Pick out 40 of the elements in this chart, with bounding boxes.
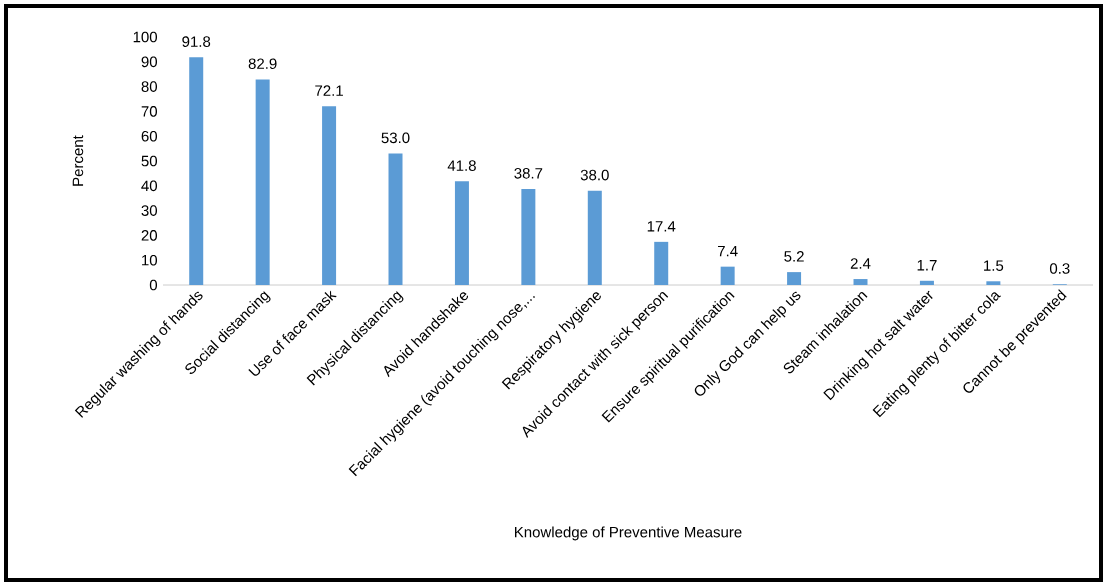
- data-label: 91.8: [182, 36, 211, 47]
- y-tick-label: 30: [141, 205, 158, 216]
- data-label: 5.2: [784, 251, 804, 262]
- data-label: 38.7: [514, 168, 543, 179]
- data-label: 72.1: [315, 85, 343, 96]
- bar: [919, 280, 934, 286]
- bar: [986, 281, 1001, 286]
- y-tick-label: 50: [141, 155, 158, 167]
- bar: [454, 181, 469, 286]
- y-tick-label: 70: [141, 106, 158, 117]
- data-label: 53.0: [381, 132, 410, 144]
- data-label: 2.4: [850, 258, 871, 269]
- bar: [654, 241, 669, 286]
- bar: [255, 79, 270, 286]
- bar: [189, 57, 204, 286]
- y-tick-label: 0: [149, 279, 158, 291]
- bar: [521, 189, 536, 286]
- bar: [787, 272, 802, 286]
- y-axis-title: Percent: [72, 135, 84, 186]
- bar: [587, 190, 602, 286]
- y-tick-label: 100: [133, 31, 158, 43]
- y-tick-label: 40: [141, 180, 158, 192]
- data-label: 1.5: [984, 260, 1004, 271]
- data-label: 7.4: [718, 245, 738, 257]
- bar: [388, 153, 403, 286]
- y-tick-label: 90: [141, 56, 158, 68]
- data-label: 1.7: [917, 260, 937, 271]
- bar: [720, 266, 735, 286]
- bar: [322, 106, 337, 286]
- data-label: 41.8: [447, 160, 476, 171]
- bar: [853, 279, 868, 286]
- y-tick-label: 20: [141, 230, 158, 241]
- y-tick-label: 60: [141, 130, 158, 142]
- data-label: 17.4: [647, 221, 676, 232]
- data-label: 0.3: [1049, 263, 1070, 274]
- y-tick-label: 10: [142, 254, 158, 266]
- y-tick-label: 80: [141, 81, 158, 92]
- x-axis-title: Knowledge of Preventive Measure: [515, 526, 742, 541]
- data-label: 38.0: [580, 169, 609, 181]
- data-label: 82.9: [248, 58, 277, 70]
